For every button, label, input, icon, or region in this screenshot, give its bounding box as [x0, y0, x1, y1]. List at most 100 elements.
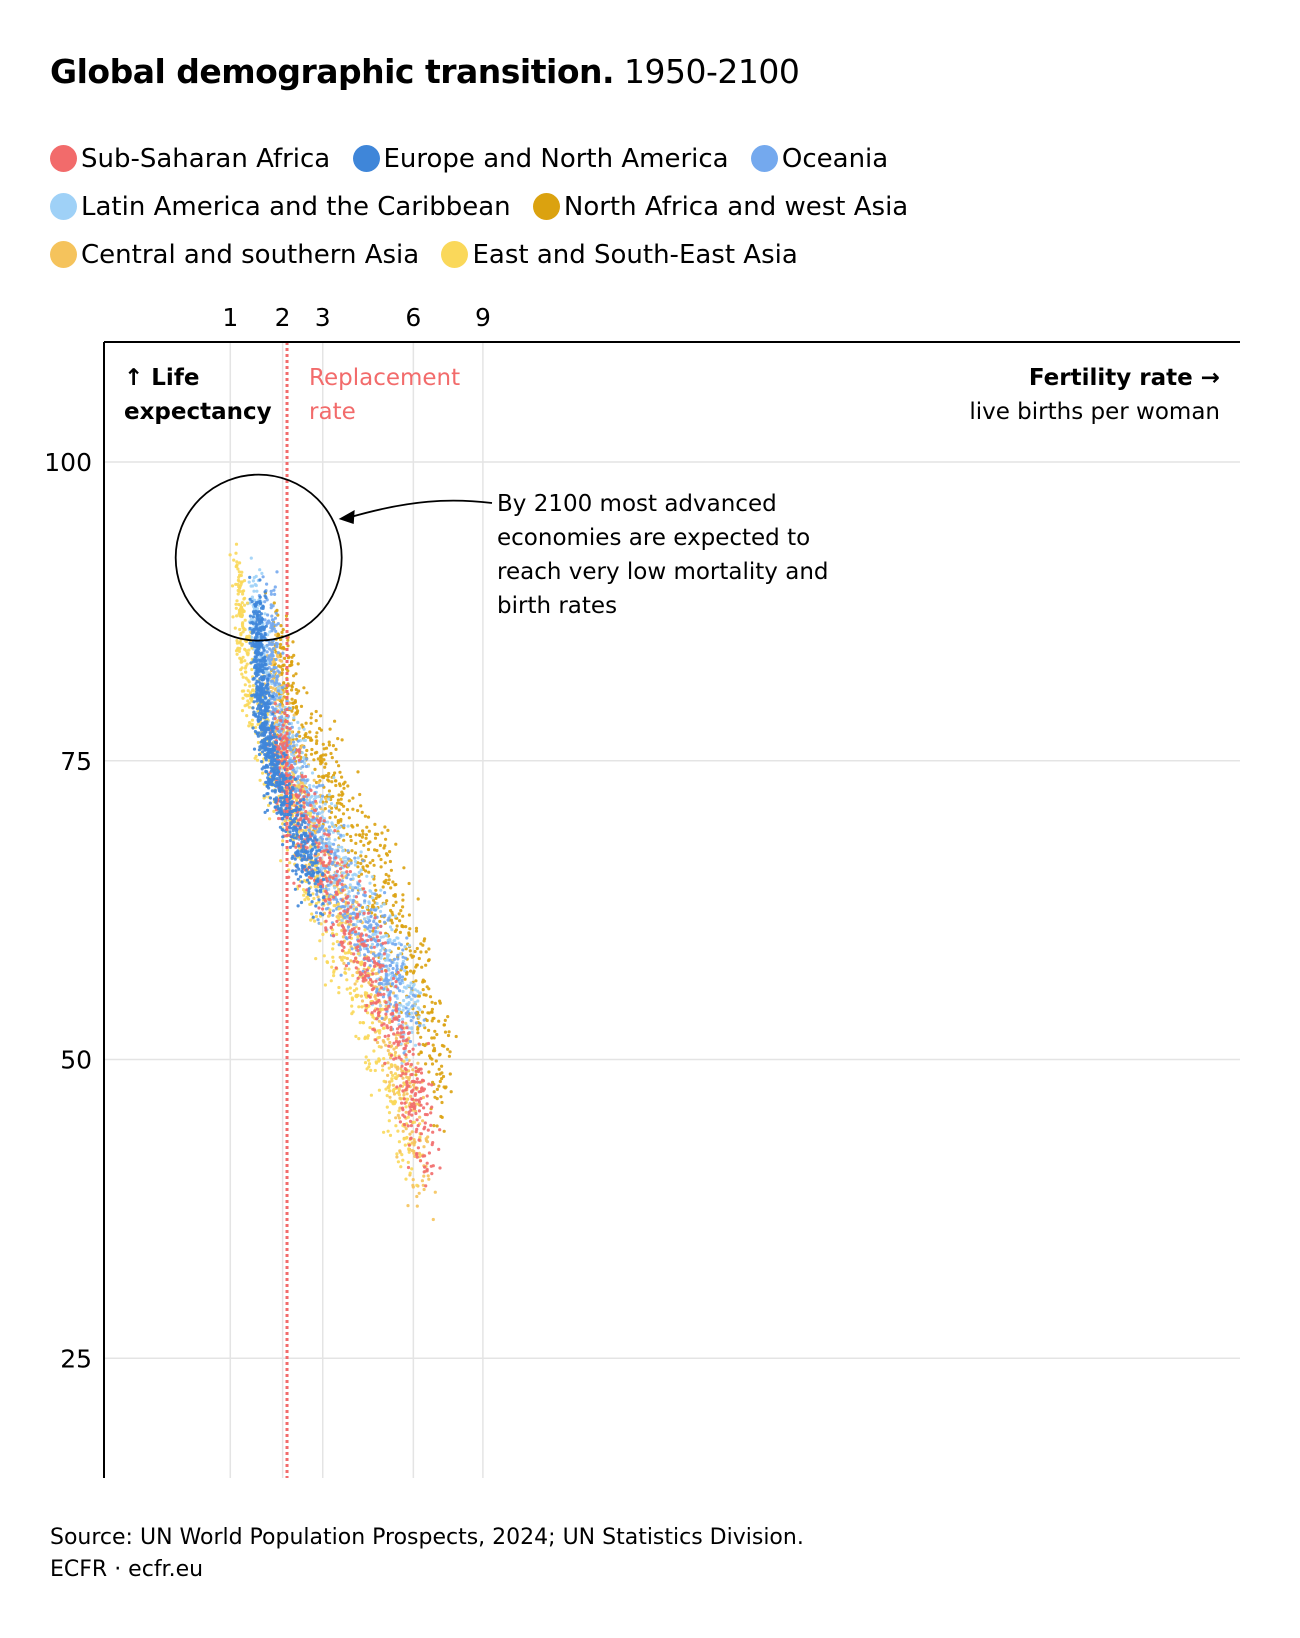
data-point: [308, 893, 312, 897]
data-point: [361, 829, 365, 833]
data-point: [240, 570, 244, 574]
data-point: [395, 964, 399, 968]
data-point: [267, 755, 271, 759]
data-point: [322, 774, 326, 778]
data-point: [404, 1006, 408, 1010]
data-point: [326, 829, 330, 833]
data-point: [255, 613, 259, 617]
data-point: [317, 774, 321, 779]
data-point: [341, 885, 345, 890]
data-point: [272, 660, 276, 664]
data-point: [354, 841, 358, 846]
data-point: [317, 898, 321, 902]
data-point: [399, 1165, 403, 1169]
data-point: [247, 705, 251, 709]
data-point: [248, 684, 252, 688]
data-point: [314, 780, 319, 785]
data-point: [425, 1161, 429, 1165]
data-point: [388, 1020, 392, 1025]
data-point: [292, 653, 296, 658]
data-point: [275, 777, 279, 781]
data-point: [435, 1072, 439, 1076]
data-point: [265, 770, 269, 774]
legend-item-oceania: Oceania: [750, 135, 888, 183]
data-point: [262, 700, 266, 705]
data-point: [400, 978, 404, 983]
data-point: [265, 650, 269, 654]
y-tick-label: 100: [44, 448, 92, 477]
data-point: [351, 885, 355, 890]
data-point: [354, 966, 358, 970]
data-point: [273, 585, 277, 589]
data-point: [263, 655, 267, 660]
data-point: [372, 964, 377, 969]
data-point: [388, 958, 392, 962]
data-point: [366, 1034, 370, 1038]
data-point: [392, 1032, 396, 1036]
data-point: [238, 641, 242, 645]
data-point: [389, 1056, 393, 1060]
data-point: [238, 561, 242, 565]
data-point: [389, 886, 393, 890]
data-point: [369, 937, 373, 941]
data-point: [377, 952, 381, 956]
data-point: [250, 631, 254, 635]
data-point: [327, 771, 331, 776]
data-point: [313, 836, 317, 840]
data-point: [434, 1059, 438, 1063]
data-point: [327, 743, 331, 747]
data-point: [295, 832, 299, 836]
data-point: [385, 853, 389, 857]
data-point: [289, 748, 293, 752]
data-point: [356, 935, 360, 939]
data-point: [260, 668, 265, 673]
data-point: [255, 707, 260, 711]
data-point: [368, 1026, 372, 1030]
data-point: [371, 858, 375, 863]
data-point: [273, 702, 277, 706]
data-point: [253, 695, 257, 699]
data-point: [405, 1135, 409, 1140]
data-point: [235, 563, 239, 567]
data-point: [266, 709, 270, 713]
data-point: [438, 1128, 442, 1132]
data-point: [304, 753, 308, 757]
data-point: [257, 711, 261, 716]
data-points: [228, 542, 458, 1222]
data-point: [419, 1050, 423, 1054]
data-point: [356, 865, 360, 869]
data-point: [303, 821, 307, 825]
data-point: [311, 915, 315, 919]
data-point: [296, 766, 300, 770]
data-point: [335, 898, 339, 902]
data-point: [356, 882, 360, 886]
data-point: [373, 883, 377, 887]
data-point: [324, 864, 328, 868]
data-point: [391, 982, 395, 986]
data-point: [422, 979, 427, 983]
data-point: [274, 629, 278, 634]
data-point: [264, 741, 269, 745]
data-point: [413, 1043, 418, 1047]
data-point: [274, 681, 279, 685]
data-point: [448, 1072, 452, 1076]
data-point: [438, 1072, 442, 1076]
data-point: [347, 816, 351, 820]
data-point: [394, 1045, 398, 1049]
data-point: [312, 842, 316, 846]
data-point: [317, 780, 321, 785]
data-point: [300, 723, 304, 727]
data-point: [261, 606, 265, 611]
data-point: [274, 611, 278, 615]
data-point: [388, 859, 392, 864]
data-point: [335, 861, 340, 865]
data-point: [327, 837, 331, 841]
data-point: [340, 793, 344, 797]
data-point: [377, 854, 381, 858]
data-point: [360, 835, 364, 839]
data-point: [426, 1174, 430, 1178]
data-point: [307, 828, 311, 832]
data-point: [414, 1073, 418, 1077]
x-tick-label: 6: [405, 303, 421, 332]
data-point: [341, 926, 346, 930]
